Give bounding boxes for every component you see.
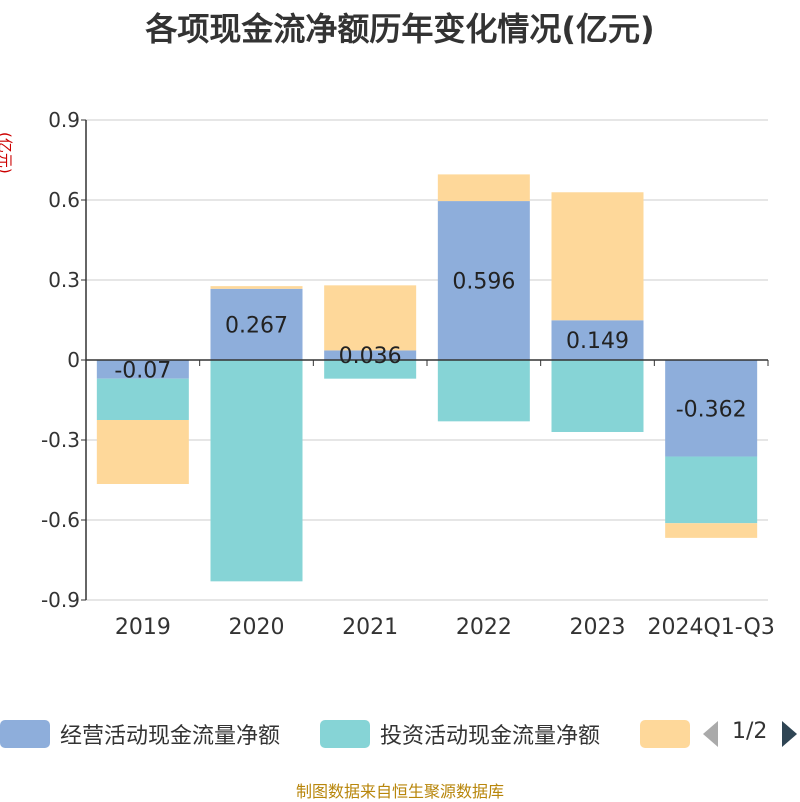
data-label: 0.596 [452,270,515,295]
y-tick-label: 0.3 [48,268,80,292]
data-label: -0.07 [114,358,171,383]
data-source-note: 制图数据来自恒生聚源数据库 [295,782,504,801]
bar-series3-2024Q1-Q3 [665,523,758,538]
bar-series1-2019 [96,360,189,379]
data-label: 0.267 [225,313,288,338]
legend-swatch-investing [320,720,370,748]
x-tick-label: 2023 [570,615,626,640]
bar-series1-2023 [551,320,644,360]
y-tick-label: -0.9 [41,588,80,612]
previous-page-icon[interactable] [700,718,720,750]
bar-series3-2022 [437,174,530,202]
bar-series2-2022 [437,360,530,422]
legend-item-investing[interactable]: 投资活动现金流量净额 [320,716,600,752]
bar-series1-2022 [437,201,530,360]
legend-label-investing: 投资活动现金流量净额 [380,724,601,749]
legend-item-third[interactable] [640,716,690,752]
chart-title: 各项现金流净额历年变化情况(亿元) [145,10,655,48]
x-tick-label: 2024Q1-Q3 [647,615,774,640]
bar-series1-2024Q1-Q3 [665,360,758,457]
bar-series1-2021 [324,350,417,360]
bar-series2-2021 [324,360,417,379]
y-tick-label: 0.6 [48,188,80,212]
next-page-icon[interactable] [780,718,800,750]
bar-series3-2023 [551,192,644,321]
legend-pager: 1/2 [700,716,800,752]
legend-swatch-operating [0,720,50,748]
x-tick-label: 2019 [115,615,171,640]
data-label: -0.362 [676,397,747,422]
data-label: 0.036 [339,344,402,369]
bar-series3-2020 [210,286,303,289]
stacked-bar-chart: 0.9 0.6 0.3 0 -0.3 -0.6 -0.9 2019 2020 2021 2022 20… [41,108,775,640]
y-tick-label: -0.3 [41,428,80,452]
bar-series3-2021 [324,285,417,351]
bar-series1-2020 [210,288,303,360]
bar-series2-2023 [551,360,644,432]
bar-series2-2024Q1-Q3 [665,456,758,524]
legend-label-operating: 经营活动现金流量净额 [60,724,281,749]
legend-page-indicator: 1/2 [732,719,768,744]
y-tick-label: 0.9 [48,108,80,132]
legend-item-operating[interactable]: 经营活动现金流量净额 [0,716,280,752]
legend-swatch-third [640,720,690,748]
x-tick-label: 2022 [456,615,512,640]
x-tick-label: 2021 [342,615,398,640]
y-tick-label: -0.6 [41,508,80,532]
y-tick-label: 0 [67,348,80,372]
legend: 经营活动现金流量净额 投资活动现金流量净额 [0,716,800,752]
data-label: 0.149 [566,329,629,354]
bar-series2-2020 [210,360,303,582]
bar-series2-2019 [96,378,189,420]
bar-series3-2019 [96,420,189,484]
x-tick-label: 2020 [229,615,285,640]
